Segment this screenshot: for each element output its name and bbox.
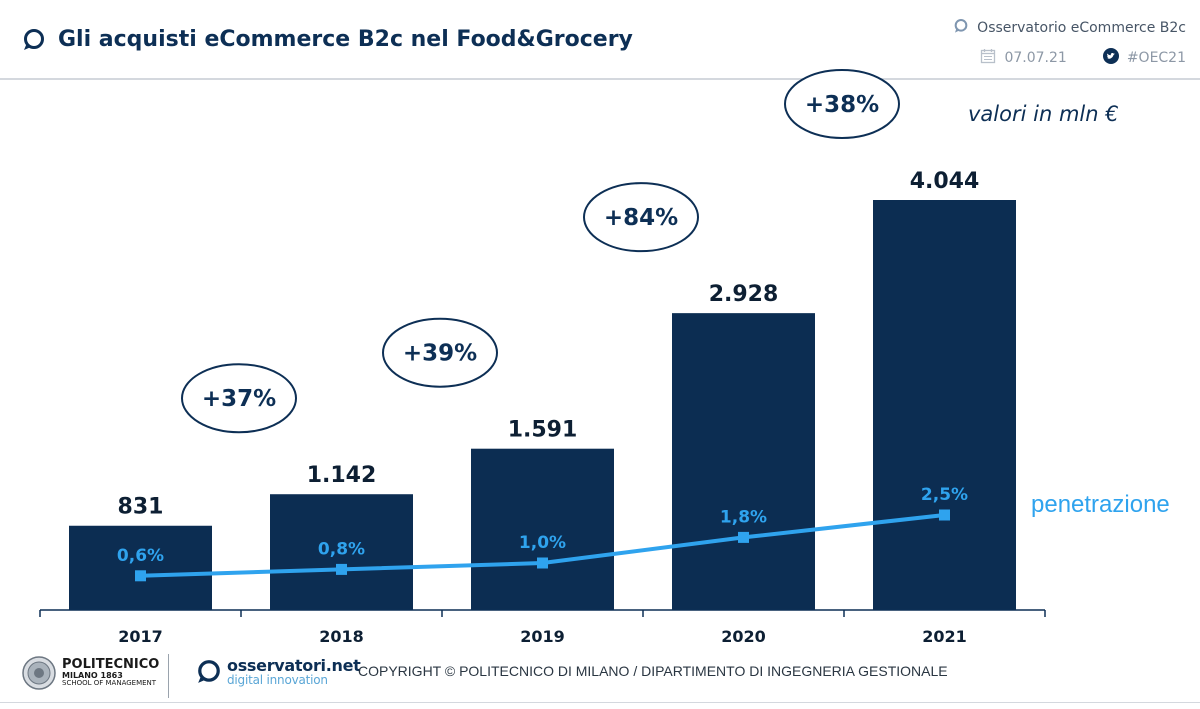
growth-ellipse [382, 317, 498, 388]
line-point [939, 509, 950, 521]
bar [471, 448, 614, 610]
source-label: Osservatorio eCommerce B2c [977, 20, 1186, 36]
date-label: 07.07.21 [1004, 50, 1067, 66]
bar-value-label: 1.591 [508, 418, 578, 443]
polimi-logo: POLITECNICO MILANO 1863 SCHOOL OF MANAGE… [22, 656, 159, 690]
bar [69, 525, 212, 610]
line-point [135, 570, 146, 582]
line-point [336, 563, 347, 575]
osservatori-logo: osservatori.net digital innovation [196, 658, 361, 686]
page-title: Gli acquisti eCommerce B2c nel Food&Groc… [58, 27, 633, 52]
speech-bubble-icon [953, 18, 969, 38]
unit-label: valori in mln € [968, 102, 1119, 126]
line-point [537, 557, 548, 569]
x-tick-label: 2018 [319, 627, 364, 646]
bar [873, 200, 1016, 610]
x-tick-label: 2020 [721, 627, 766, 646]
bar [672, 313, 815, 610]
speech-bubble-icon [22, 28, 46, 56]
growth-ellipse [583, 182, 699, 253]
bar-value-label: 2.928 [709, 282, 779, 307]
header-meta: Osservatorio eCommerce B2c 07.07.21 [926, 14, 1186, 74]
copyright-text: COPYRIGHT © POLITECNICO DI MILANO / DIPA… [358, 663, 948, 679]
footer-divider [168, 654, 169, 698]
x-tick-label: 2021 [922, 627, 967, 646]
footer-bottom-rule [0, 702, 1200, 709]
line-value-label: 2,5% [921, 485, 968, 505]
osservatori-tagline: digital innovation [227, 673, 328, 687]
header-bar: Gli acquisti eCommerce B2c nel Food&Groc… [0, 0, 1200, 80]
footer: POLITECNICO MILANO 1863 SCHOOL OF MANAGE… [0, 648, 1200, 709]
bar-value-label: 4.044 [910, 169, 980, 194]
polimi-name: POLITECNICO [62, 657, 160, 673]
polimi-school: SCHOOL OF MANAGEMENT [62, 679, 157, 688]
growth-ellipse [784, 69, 900, 139]
calendar-icon [980, 48, 996, 68]
growth-label: +38% [805, 92, 879, 118]
x-tick-label: 2017 [118, 627, 163, 646]
line-value-label: 1,0% [519, 533, 566, 553]
growth-ellipse [181, 363, 297, 434]
bar [270, 494, 413, 610]
growth-label: +37% [202, 386, 276, 412]
line-value-label: 1,8% [720, 507, 767, 527]
growth-label: +39% [403, 341, 477, 367]
x-tick-label: 2019 [520, 627, 565, 646]
bar-value-label: 1.142 [307, 463, 377, 488]
hashtag-label: #OEC21 [1126, 50, 1186, 66]
bar-value-label: 831 [118, 495, 164, 520]
twitter-icon [1102, 48, 1119, 68]
line-value-label: 0,6% [117, 546, 164, 566]
osservatori-name: osservatori.net [227, 656, 361, 675]
line-value-label: 0,8% [318, 539, 365, 559]
polimi-seal-icon [22, 656, 56, 690]
polimi-city: MILANO 1863 [62, 670, 123, 680]
growth-label: +84% [604, 205, 678, 231]
line-point [738, 531, 749, 543]
osservatori-bubble-icon [198, 660, 220, 683]
line-legend-label: penetrazione [1031, 491, 1170, 518]
